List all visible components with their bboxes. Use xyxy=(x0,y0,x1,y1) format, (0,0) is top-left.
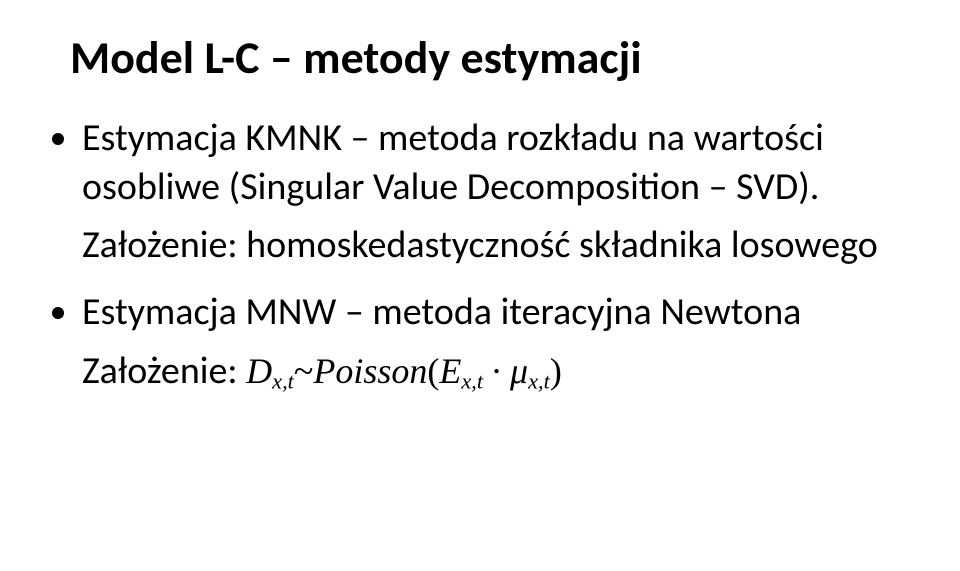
bullet-list: Estymacja KMNK – metoda rozkładu na wart… xyxy=(50,114,910,211)
bullet-item-2: Estymacja MNW – metoda iteracyjna Newton… xyxy=(82,288,910,337)
poisson-formula: Dx,t~Poisson(Ex,t ∙ μx,t) xyxy=(246,351,562,391)
formula-sub2: x,t xyxy=(461,368,483,393)
bullet-item-1: Estymacja KMNK – metoda rozkładu na wart… xyxy=(82,114,910,211)
formula-sub1: x,t xyxy=(272,368,294,393)
formula-sub3: x,t xyxy=(528,368,550,393)
formula-dot: ∙ xyxy=(483,351,510,391)
formula-lparen: ( xyxy=(427,351,439,391)
bullet-list-2: Estymacja MNW – metoda iteracyjna Newton… xyxy=(50,288,910,337)
formula-poisson: Poisson xyxy=(313,351,427,391)
bullet-1-text: Estymacja KMNK – metoda rozkładu na wart… xyxy=(82,115,824,210)
formula-E: E xyxy=(439,351,461,391)
slide-title: Model L-C – metody estymacji xyxy=(70,30,910,86)
assumption-2: Założenie: Dx,t~Poisson(Ex,t ∙ μx,t) xyxy=(82,347,910,396)
formula-rparen: ) xyxy=(550,351,562,391)
bullet-2-text: Estymacja MNW – metoda iteracyjna Newton… xyxy=(82,289,801,335)
formula-D: D xyxy=(246,351,272,391)
assumption-2-prefix: Założenie: xyxy=(82,348,246,394)
formula-tilde: ~ xyxy=(294,351,313,391)
assumption-1: Założenie: homoskedastyczność składnika … xyxy=(82,221,910,270)
slide: Model L-C – metody estymacji Estymacja K… xyxy=(0,0,960,571)
formula-mu: μ xyxy=(510,351,528,391)
